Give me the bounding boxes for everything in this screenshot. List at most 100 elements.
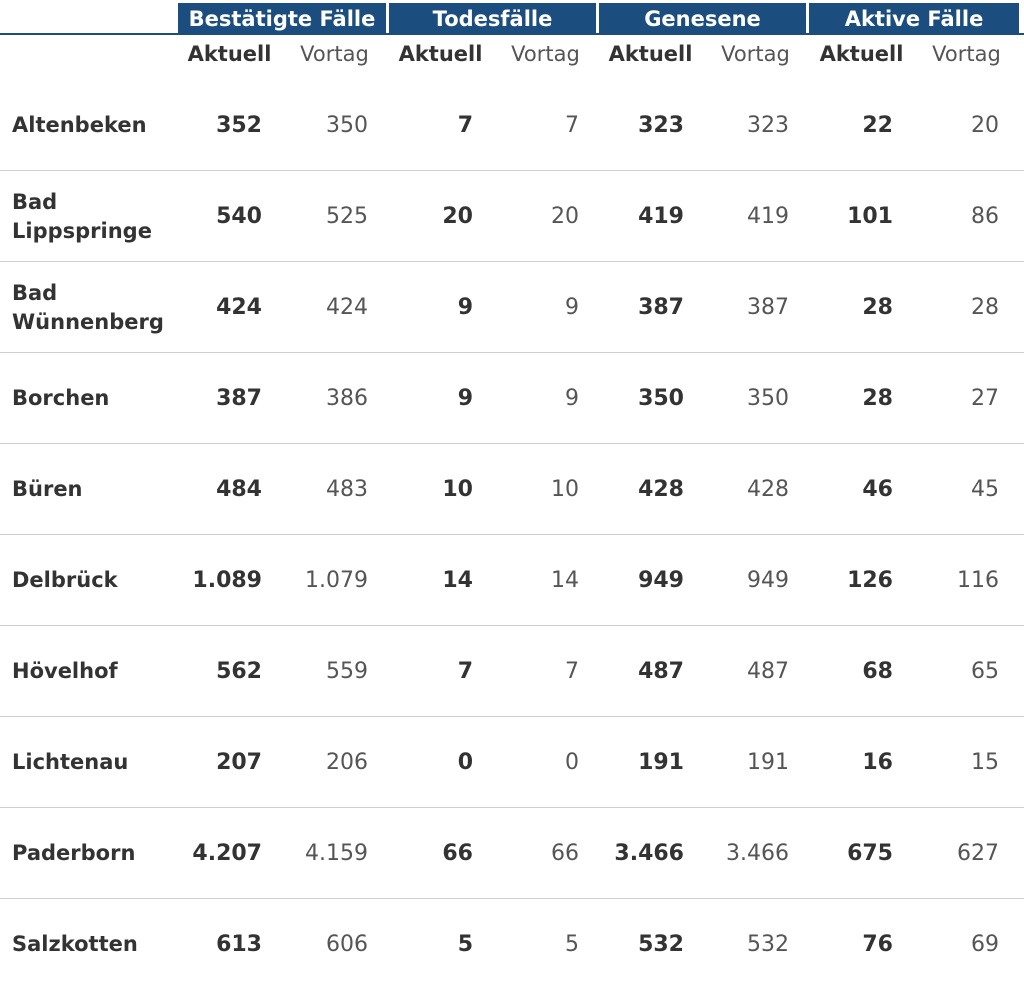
value-previous: 627 [957, 841, 999, 866]
value-current: 675 [847, 841, 893, 866]
value-previous: 424 [326, 295, 368, 320]
value-previous: 65 [971, 659, 999, 684]
municipality-name: Salzkotten [12, 932, 138, 956]
value-previous: 191 [747, 750, 789, 775]
value-current: 540 [216, 204, 262, 229]
value-current: 66 [442, 841, 473, 866]
value-current: 352 [216, 113, 262, 138]
value-current: 484 [216, 477, 262, 502]
municipality-name: Lichtenau [12, 750, 129, 774]
value-current: 387 [216, 386, 262, 411]
value-previous: 0 [565, 750, 579, 775]
value-previous: 69 [971, 932, 999, 957]
value-previous: 10 [551, 477, 579, 502]
value-previous: 7 [565, 659, 579, 684]
subheader-row: Aktuell Vortag Aktuell Vortag Aktuell Vo… [0, 38, 1024, 72]
value-current: 20 [442, 204, 473, 229]
value-previous: 20 [551, 204, 579, 229]
municipality-name: Delbrück [12, 568, 118, 592]
subheader-previous: Vortag [300, 42, 369, 66]
value-previous: 116 [957, 568, 999, 593]
value-previous: 66 [551, 841, 579, 866]
subheader-previous: Vortag [721, 42, 790, 66]
value-current: 28 [862, 295, 893, 320]
value-current: 68 [862, 659, 893, 684]
municipality-name: Paderborn [12, 841, 136, 865]
value-current: 76 [862, 932, 893, 957]
value-current: 350 [638, 386, 684, 411]
subheader-previous: Vortag [932, 42, 1001, 66]
municipality-name: Hövelhof [12, 659, 118, 683]
group-header-row: Bestätigte Fälle Todesfälle Genesene Akt… [0, 0, 1024, 35]
municipality-name: Büren [12, 477, 83, 501]
value-current: 16 [862, 750, 893, 775]
value-current: 419 [638, 204, 684, 229]
value-current: 28 [862, 386, 893, 411]
header-divider [0, 33, 1024, 35]
value-previous: 1.079 [305, 568, 368, 593]
table-row: Delbrück 1.089 1.079 14 14 949 949 126 116 [0, 535, 1024, 626]
value-current: 613 [216, 932, 262, 957]
group-header-deaths: Todesfälle [389, 3, 596, 35]
value-previous: 419 [747, 204, 789, 229]
value-current: 323 [638, 113, 684, 138]
value-current: 387 [638, 295, 684, 320]
subheader-previous: Vortag [511, 42, 580, 66]
value-current: 9 [457, 295, 473, 320]
value-current: 14 [442, 568, 473, 593]
table-row: Salzkotten 613 606 5 5 532 532 76 69 [0, 899, 1024, 990]
group-header-confirmed: Bestätigte Fälle [178, 3, 386, 35]
value-current: 101 [847, 204, 893, 229]
value-previous: 323 [747, 113, 789, 138]
value-previous: 86 [971, 204, 999, 229]
value-previous: 4.159 [305, 841, 368, 866]
table-row: Hövelhof 562 559 7 7 487 487 68 65 [0, 626, 1024, 717]
value-previous: 9 [565, 295, 579, 320]
table-row: Büren 484 483 10 10 428 428 46 45 [0, 444, 1024, 535]
value-previous: 9 [565, 386, 579, 411]
value-previous: 27 [971, 386, 999, 411]
table-row: Lichtenau 207 206 0 0 191 191 16 15 [0, 717, 1024, 808]
value-current: 487 [638, 659, 684, 684]
subheader-current: Aktuell [819, 42, 904, 66]
value-current: 126 [847, 568, 893, 593]
value-previous: 949 [747, 568, 789, 593]
value-current: 22 [862, 113, 893, 138]
value-previous: 28 [971, 295, 999, 320]
table-row: Bad Wünnenberg 424 424 9 9 387 387 28 28 [0, 262, 1024, 353]
group-header-active: Aktive Fälle [809, 3, 1019, 35]
value-current: 424 [216, 295, 262, 320]
value-current: 191 [638, 750, 684, 775]
value-previous: 487 [747, 659, 789, 684]
value-previous: 7 [565, 113, 579, 138]
value-current: 4.207 [192, 841, 262, 866]
subheader-current: Aktuell [398, 42, 483, 66]
value-current: 3.466 [614, 841, 684, 866]
value-current: 5 [457, 932, 473, 957]
group-header-recovered: Genesene [599, 3, 806, 35]
value-current: 428 [638, 477, 684, 502]
value-current: 207 [216, 750, 262, 775]
value-previous: 483 [326, 477, 368, 502]
subheader-current: Aktuell [608, 42, 693, 66]
subheader-current: Aktuell [187, 42, 272, 66]
value-previous: 20 [971, 113, 999, 138]
value-current: 7 [457, 659, 473, 684]
value-previous: 532 [747, 932, 789, 957]
value-current: 532 [638, 932, 684, 957]
table-row: Altenbeken 352 350 7 7 323 323 22 20 [0, 80, 1024, 171]
value-current: 7 [457, 113, 473, 138]
value-previous: 387 [747, 295, 789, 320]
value-previous: 525 [326, 204, 368, 229]
value-previous: 14 [551, 568, 579, 593]
table-body: Altenbeken 352 350 7 7 323 323 22 20 Bad Lippspri… [0, 80, 1024, 990]
value-current: 10 [442, 477, 473, 502]
value-current: 0 [457, 750, 473, 775]
value-previous: 559 [326, 659, 368, 684]
value-current: 1.089 [192, 568, 262, 593]
value-previous: 206 [326, 750, 368, 775]
value-previous: 3.466 [726, 841, 789, 866]
municipality-name: Bad Wünnenberg [12, 280, 164, 334]
value-current: 562 [216, 659, 262, 684]
